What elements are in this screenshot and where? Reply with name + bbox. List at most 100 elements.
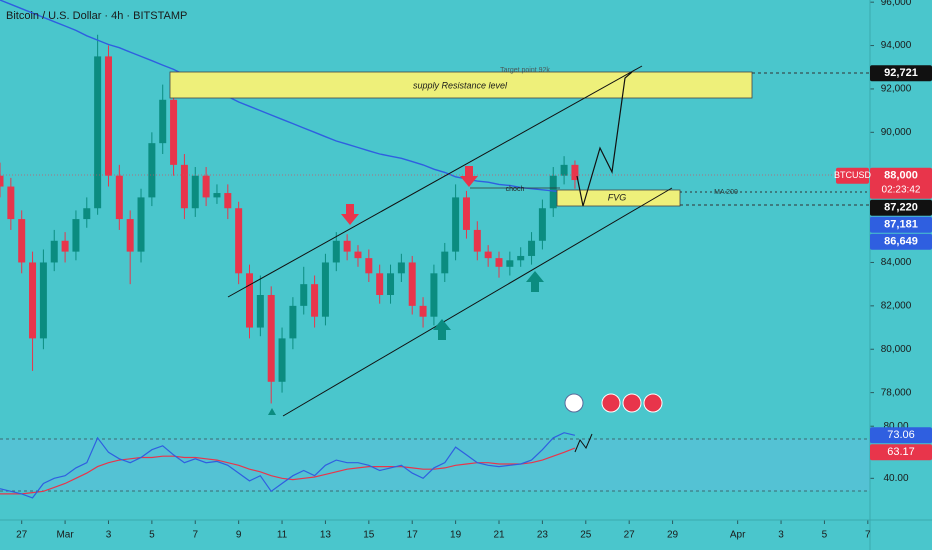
y2-tick-label: 40.00 — [883, 473, 908, 484]
candle-body — [387, 273, 395, 296]
event-icon — [643, 393, 663, 413]
y2-tick-label: 80.00 — [883, 421, 908, 432]
candle-body — [376, 273, 384, 296]
x-tick-label: 17 — [407, 530, 419, 541]
event-icon — [601, 393, 621, 413]
countdown-label: 02:23:42 — [882, 184, 921, 195]
price-label: 88,000 — [884, 170, 918, 182]
symbol-box — [836, 167, 869, 184]
y-tick-label: 82,000 — [881, 300, 912, 311]
x-tick-label: 3 — [778, 530, 784, 541]
marker — [268, 408, 276, 415]
up-arrow — [526, 271, 544, 292]
candle-body — [235, 208, 243, 274]
price-label-box — [870, 65, 932, 82]
candle-body — [29, 262, 37, 339]
candle-body — [50, 240, 58, 263]
channel-upper — [227, 65, 643, 298]
x-tick-label: 9 — [236, 530, 242, 541]
price-label-box — [870, 233, 932, 250]
x-tick-label: 7 — [192, 530, 198, 541]
candle-body — [278, 338, 286, 382]
rsi-label: 63.17 — [887, 446, 915, 458]
candle-body — [115, 175, 123, 220]
candle-body — [571, 164, 579, 181]
candle-body — [213, 193, 221, 198]
target-label: Target point 92k — [500, 67, 550, 74]
price-label: 87,220 — [884, 202, 918, 214]
candle-body — [495, 258, 503, 267]
candle-body — [506, 260, 514, 267]
down-arrow — [341, 204, 359, 225]
y-tick-label: 84,000 — [881, 257, 912, 268]
rsi-label-box — [870, 444, 932, 461]
candle-body — [246, 273, 254, 328]
candle-body — [104, 56, 112, 176]
candle-body — [408, 262, 416, 306]
candle-body — [311, 284, 319, 317]
rsi-projection — [574, 433, 593, 453]
event-icon — [564, 393, 584, 413]
candle-body — [462, 197, 470, 230]
rsi-label: 73.06 — [887, 429, 915, 441]
price-label: 92,721 — [884, 67, 918, 79]
candle-body — [180, 164, 188, 209]
candle-body — [430, 273, 438, 317]
candle-body — [549, 175, 557, 209]
x-tick-label: 27 — [16, 530, 28, 541]
y-tick-label: 78,000 — [881, 387, 912, 398]
x-tick-label: 11 — [277, 530, 288, 541]
x-tick-label: 27 — [624, 530, 636, 541]
channel-lower — [282, 187, 673, 417]
chart-title: Bitcoin / U.S. Dollar · 4h · BITSTAMP — [6, 10, 187, 22]
y-tick-label: 94,000 — [881, 40, 912, 51]
candle-body — [159, 99, 167, 144]
candle-body — [354, 251, 362, 259]
candle-body — [39, 262, 47, 339]
candle-body — [397, 262, 405, 274]
x-tick-label: 29 — [667, 530, 679, 541]
ma-label: MA 200 — [714, 189, 738, 196]
event-icon — [622, 393, 642, 413]
x-tick-label: 13 — [320, 530, 332, 541]
x-tick-label: 5 — [822, 530, 828, 541]
candle-body — [484, 251, 492, 259]
candle-body — [538, 208, 546, 241]
x-tick-label: 3 — [106, 530, 112, 541]
y-tick-label: 96,000 — [881, 0, 912, 8]
candle-body — [7, 186, 15, 220]
y-tick-label: 92,000 — [881, 84, 912, 95]
candle-body — [452, 197, 460, 252]
down-arrow — [460, 166, 478, 187]
y-tick-label: 90,000 — [881, 127, 912, 138]
x-tick-label: 23 — [537, 530, 549, 541]
candle-body — [473, 229, 481, 252]
price-label-box — [870, 167, 932, 199]
choch-label: choch — [506, 186, 525, 193]
x-tick-label: 19 — [450, 530, 462, 541]
supply-label: supply Resistance level — [413, 80, 508, 90]
line — [0, 432, 576, 499]
fvg-label: FVG — [608, 192, 627, 202]
candle-body — [517, 255, 525, 261]
candle-body — [83, 208, 91, 220]
candle-body — [191, 175, 199, 209]
price-label-box — [870, 216, 932, 233]
x-tick-label: Mar — [56, 530, 74, 541]
candle-body — [365, 258, 373, 274]
supply-zone — [169, 71, 753, 99]
candle-body — [148, 143, 156, 198]
x-tick-label: 21 — [493, 530, 505, 541]
candle-body — [61, 240, 69, 252]
candle-body — [332, 240, 340, 263]
symbol-label: BTCUSD — [834, 170, 872, 180]
candle-body — [256, 295, 264, 328]
candle-body — [528, 240, 536, 256]
candle-body — [72, 219, 80, 252]
candle-body — [419, 305, 427, 317]
rsi-band — [0, 439, 870, 491]
candle-body — [343, 240, 351, 252]
candle-body — [94, 56, 102, 209]
fvg-zone — [556, 189, 681, 207]
x-tick-label: 15 — [363, 530, 375, 541]
